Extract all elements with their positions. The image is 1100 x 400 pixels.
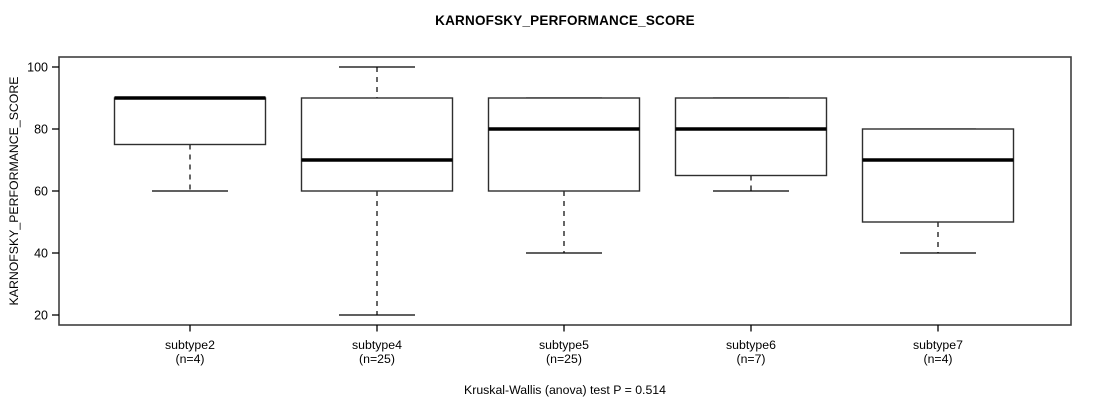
x-count-label: (n=25) (546, 352, 582, 366)
x-count-label: (n=25) (359, 352, 395, 366)
x-count-label: (n=7) (736, 352, 765, 366)
box-rect-subtype4 (300, 97, 454, 192)
y-tick-label: 40 (34, 246, 48, 260)
x-category-label: subtype5 (539, 338, 589, 352)
chart-title: KARNOFSKY_PERFORMANCE_SCORE (435, 13, 695, 28)
x-category-label: subtype7 (913, 338, 963, 352)
x-category-label: subtype2 (165, 338, 215, 352)
y-tick-label: 20 (34, 308, 48, 322)
y-tick-label: 60 (34, 184, 48, 198)
x-count-label: (n=4) (175, 352, 204, 366)
x-category-label: subtype6 (726, 338, 776, 352)
y-tick-label: 80 (34, 122, 48, 136)
x-category-label: subtype4 (352, 338, 402, 352)
box-rect-subtype6 (674, 97, 828, 177)
box-rect-subtype2 (113, 97, 267, 146)
x-count-label: (n=4) (923, 352, 952, 366)
y-tick-label: 100 (27, 60, 48, 74)
box-rect-subtype5 (487, 97, 641, 192)
box-rect-subtype7 (861, 128, 1015, 223)
chart-footnote: Kruskal-Wallis (anova) test P = 0.514 (464, 383, 666, 397)
